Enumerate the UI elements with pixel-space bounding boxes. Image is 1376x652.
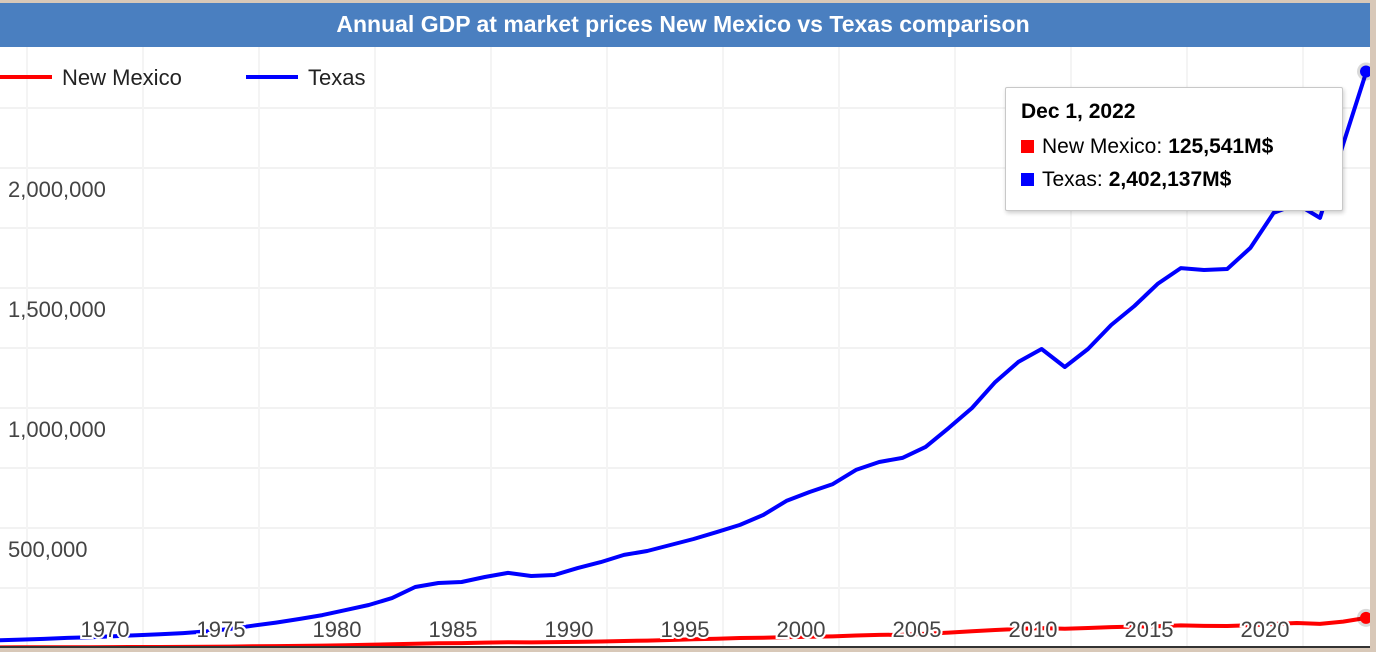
- x-axis-labels: 1970 1975 1980 1985 1990 1995 2000 2005 2010 2015…: [79, 615, 1292, 644]
- legend: New Mexico Texas: [0, 65, 365, 90]
- legend-item-new-mexico[interactable]: New Mexico: [0, 65, 182, 90]
- x-tick-label: 2020: [1241, 617, 1290, 642]
- legend-label-texas: Texas: [308, 65, 365, 90]
- x-tick-label: 1975: [197, 617, 246, 642]
- tooltip: Dec 1, 2022 New Mexico: 125,541M$ Texas:…: [1005, 87, 1343, 211]
- x-tick-label: 1990: [545, 617, 594, 642]
- x-tick-label: 2015: [1125, 617, 1174, 642]
- x-tick-label: 1980: [313, 617, 362, 642]
- x-tick-label: 1995: [661, 617, 710, 642]
- tooltip-date: Dec 1, 2022: [1021, 100, 1136, 123]
- tooltip-value-texas: 2,402,137M$: [1108, 167, 1232, 191]
- bottom-frame: [0, 648, 1376, 652]
- legend-label-new-mexico: New Mexico: [62, 65, 182, 90]
- x-tick-label: 1985: [429, 617, 478, 642]
- x-tick-label: 2000: [777, 617, 826, 642]
- tooltip-row-new-mexico: New Mexico: 125,541M$: [1021, 130, 1342, 163]
- hover-point-new-mexico[interactable]: [1360, 611, 1372, 624]
- y-axis-labels: 500,000 1,000,000 1,500,000 2,000,000: [8, 177, 106, 562]
- tooltip-swatch-new-mexico: [1021, 140, 1034, 153]
- chart-title: Annual GDP at market prices New Mexico v…: [336, 11, 1029, 37]
- tooltip-swatch-texas: [1021, 173, 1034, 186]
- series-line-texas: [0, 70, 1369, 643]
- y-tick-label: 2,000,000: [8, 177, 106, 202]
- y-tick-label: 500,000: [8, 537, 88, 562]
- x-tick-label: 2005: [893, 617, 942, 642]
- tooltip-label-new-mexico: New Mexico:: [1042, 134, 1163, 158]
- top-frame: [0, 0, 1376, 3]
- tooltip-row-texas: Texas: 2,402,137M$: [1021, 163, 1342, 196]
- title-bar: [0, 3, 1370, 47]
- y-tick-label: 1,500,000: [8, 297, 106, 322]
- tooltip-label-texas: Texas:: [1042, 167, 1103, 191]
- x-tick-label: 2010: [1009, 617, 1058, 642]
- x-axis-line: [0, 646, 1370, 648]
- y-tick-label: 1,000,000: [8, 417, 106, 442]
- legend-item-texas[interactable]: Texas: [246, 65, 365, 90]
- grid: [0, 47, 1370, 646]
- right-frame: [1370, 0, 1376, 652]
- hover-point-texas[interactable]: [1360, 65, 1372, 78]
- x-tick-label: 1970: [81, 617, 130, 642]
- tooltip-value-new-mexico: 125,541M$: [1168, 134, 1274, 158]
